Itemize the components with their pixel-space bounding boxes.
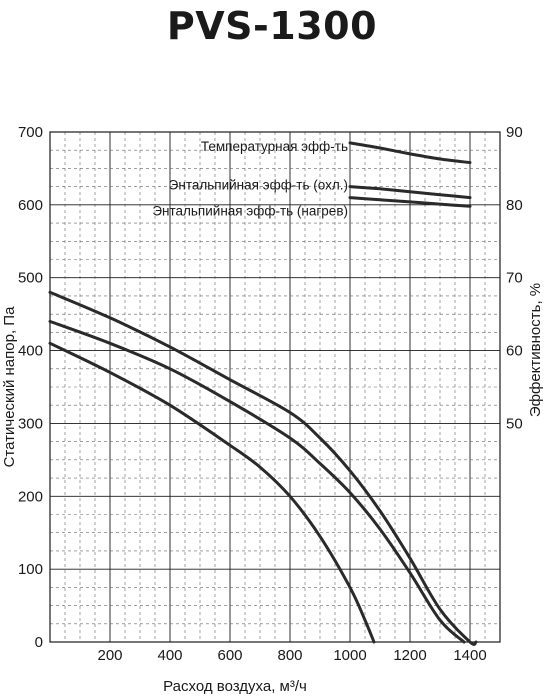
y2-tick-label: 90 — [506, 124, 523, 141]
y-tick-label: 200 — [18, 488, 43, 505]
x-tick-label: 1400 — [453, 647, 486, 664]
y2-axis-title: Эффективность, % — [527, 283, 544, 417]
x-tick-label: 1000 — [333, 647, 366, 664]
y2-tick-label: 50 — [506, 415, 523, 432]
plot-frame — [49, 131, 501, 643]
pressure-curve-1 — [48, 290, 478, 646]
efficiency-curve-3 — [348, 196, 472, 208]
y-tick-label: 600 — [18, 197, 43, 214]
pressure-curve-2 — [48, 319, 466, 644]
y-tick-label: 400 — [18, 343, 43, 360]
y-tick-label: 0 — [35, 634, 43, 651]
y-tick-label: 500 — [18, 270, 43, 287]
tick-labels: 200 400 600 800 1000 1200 1400 0 100 200 300 400 500… — [18, 124, 523, 664]
y-tick-label: 700 — [18, 124, 43, 141]
x-tick-label: 800 — [277, 647, 302, 664]
y2-tick-label: 70 — [506, 270, 523, 287]
efficiency-label-1: Температурная эфф-ть — [201, 139, 348, 154]
y-axis-title: Статический напор, Па — [1, 306, 18, 467]
series-labels: Температурная эфф-ть Энтальпийная эфф-ть … — [152, 139, 348, 219]
pressure-curve-3 — [48, 341, 376, 644]
y-tick-label: 300 — [18, 415, 43, 432]
x-tick-label: 600 — [217, 647, 242, 664]
x-tick-label: 400 — [157, 647, 182, 664]
curves — [48, 141, 478, 646]
y2-tick-label: 80 — [506, 197, 523, 214]
x-tick-label: 1200 — [393, 647, 426, 664]
y2-tick-label: 60 — [506, 343, 523, 360]
efficiency-label-3: Энтальпийная эфф-ть (нагрев) — [152, 204, 348, 219]
efficiency-label-2: Энтальпийная эфф-ть (охл.) — [169, 178, 348, 193]
x-tick-label: 200 — [97, 647, 122, 664]
chart-title: PVS-1300 — [166, 4, 378, 48]
efficiency-curve-1 — [348, 141, 472, 165]
x-axis-title: Расход воздуха, м³/ч — [163, 678, 307, 695]
efficiency-curve-2 — [348, 185, 472, 200]
y-tick-label: 100 — [18, 561, 43, 578]
